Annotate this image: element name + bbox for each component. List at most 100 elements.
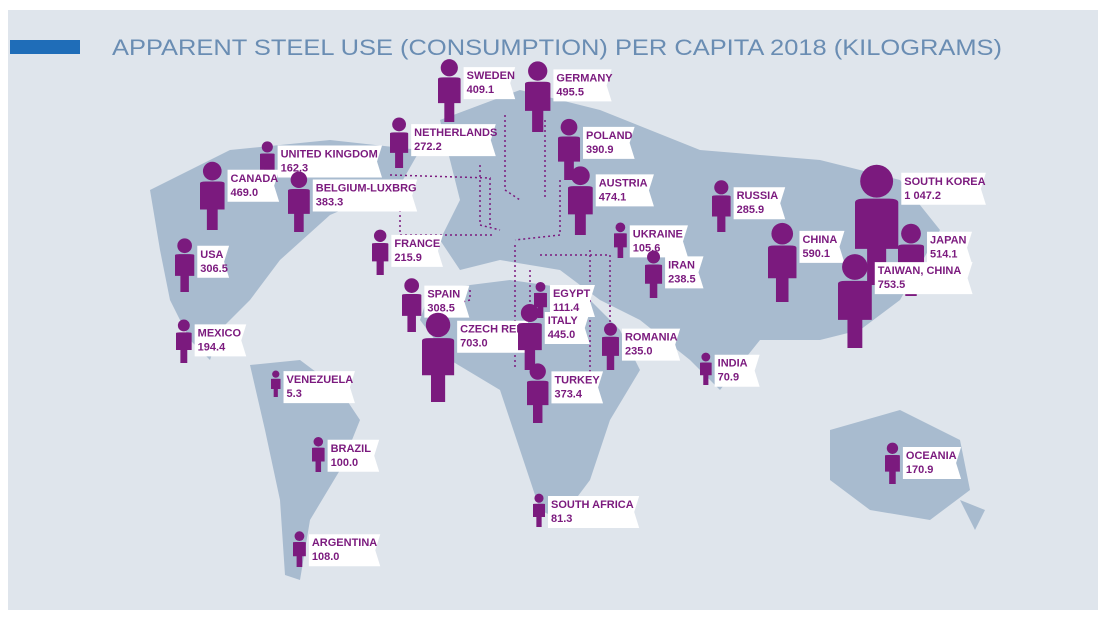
country-value: 111.4 [553, 302, 580, 314]
person-head [615, 222, 626, 233]
country-value: 238.5 [668, 273, 696, 285]
country-name: SOUTH AFRICA [551, 499, 634, 511]
person-icon [838, 254, 872, 348]
person-body [312, 447, 325, 472]
person-body [260, 153, 275, 182]
person-head [529, 363, 546, 380]
person-icon [525, 61, 551, 132]
person-head [842, 254, 868, 280]
country-name: ROMANIA [625, 332, 678, 344]
person-icon [312, 437, 325, 472]
person-head [425, 312, 451, 338]
person-head [714, 180, 729, 195]
person-head [261, 141, 273, 153]
label-flag [544, 311, 590, 344]
person-head [294, 531, 305, 542]
country-name: USA [200, 249, 223, 261]
person-icon [176, 319, 192, 363]
country-name: MEXICO [198, 327, 242, 339]
person-head [202, 161, 222, 181]
label-flag [595, 174, 654, 207]
country-value: 514.1 [930, 249, 958, 261]
country-value: 194.4 [198, 341, 226, 353]
person-icon [438, 59, 461, 122]
country-name: FRANCE [394, 238, 440, 250]
person-icon [568, 166, 593, 235]
person-head [886, 442, 899, 454]
person-icon [855, 164, 899, 285]
country-value: 383.3 [316, 197, 344, 209]
person-icon [402, 278, 422, 332]
person-icon [271, 370, 281, 397]
person-head [534, 493, 544, 503]
person-icon [602, 322, 619, 370]
person-body [525, 81, 551, 132]
country-name: EGYPT [553, 288, 591, 300]
person-body [390, 132, 409, 168]
country-value: 5.3 [287, 388, 302, 400]
country-value: 306.5 [200, 263, 228, 275]
person-head [604, 322, 617, 336]
person-body [768, 245, 797, 302]
country-name: CHINA [802, 234, 837, 246]
person-icon [372, 229, 389, 275]
person-body [293, 542, 306, 567]
person-body [402, 293, 422, 332]
person-body [712, 195, 731, 232]
person-body [175, 254, 195, 292]
country-value: 272.2 [414, 141, 442, 153]
person-head [290, 171, 308, 189]
person-icon [288, 171, 310, 232]
person-head [771, 222, 794, 245]
country-name: UKRAINE [633, 228, 683, 240]
person-icon [260, 141, 275, 182]
country-name: ITALY [548, 315, 579, 327]
country-name: OCEANIA [906, 450, 957, 462]
person-head [560, 118, 578, 136]
label-flag [391, 234, 443, 267]
person-body [645, 264, 663, 298]
person-body [602, 336, 619, 370]
person-icon [527, 363, 549, 423]
person-body [568, 186, 593, 235]
label-flag [411, 124, 496, 157]
person-head [404, 278, 420, 293]
person-icon [768, 222, 797, 302]
country-value: 469.0 [231, 187, 259, 199]
country-value: 100.0 [331, 457, 359, 469]
country-value: 108.0 [312, 551, 340, 563]
label-flag [665, 256, 704, 289]
label-flag [194, 324, 247, 357]
person-icon [175, 238, 195, 292]
person-body [838, 280, 872, 348]
country-value: 703.0 [460, 338, 488, 350]
person-icon [700, 352, 712, 385]
person-body [288, 189, 310, 232]
country-name: CANADA [231, 173, 279, 185]
label-flag [312, 179, 418, 212]
person-head [647, 250, 661, 264]
person-body [558, 136, 581, 180]
country-value: 373.4 [554, 388, 582, 400]
person-body [518, 323, 542, 370]
person-icon [422, 312, 455, 402]
person-body [200, 181, 225, 230]
person-head [701, 352, 711, 362]
person-head [528, 61, 548, 81]
person-head [901, 223, 921, 244]
person-icon [200, 161, 225, 230]
label-flag [621, 328, 681, 361]
country-value: 170.9 [906, 464, 934, 476]
country-value: 409.1 [467, 84, 495, 96]
country-value: 445.0 [548, 329, 576, 341]
label-flag [227, 169, 280, 202]
label-flag [553, 69, 612, 102]
person-icon [885, 442, 900, 484]
country-name: TAIWAN, CHINA [878, 265, 962, 277]
person-icon [614, 222, 627, 258]
country-name: BRAZIL [331, 443, 372, 455]
label-flag [901, 172, 986, 205]
person-head [313, 437, 324, 447]
country-value: 753.5 [878, 279, 906, 291]
